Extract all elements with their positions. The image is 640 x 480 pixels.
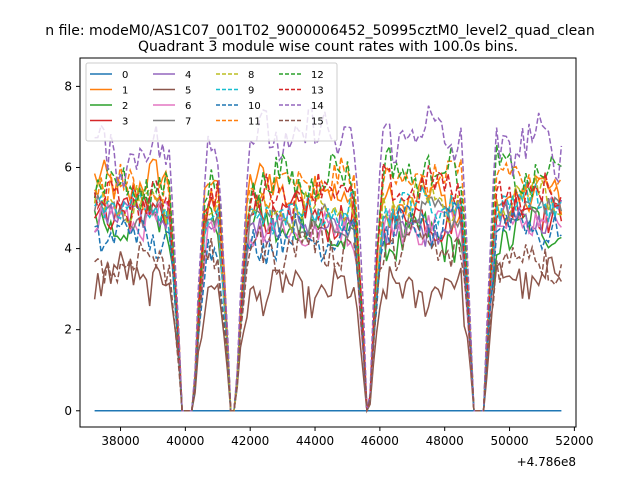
legend-label-12: 12 — [311, 70, 324, 81]
legend-label-10: 10 — [248, 101, 261, 112]
x-tick-label: 42000 — [231, 434, 269, 448]
axes: 38000 40000 42000 44000 46000 48000 50000 52000… — [64, 57, 593, 448]
x-tick-label: 44000 — [296, 434, 334, 448]
y-tick-label: 4 — [64, 242, 72, 256]
legend-label-7: 7 — [185, 117, 191, 128]
legend-box — [85, 62, 338, 142]
y-tick-label: 0 — [64, 404, 72, 418]
legend-label-0: 0 — [122, 70, 128, 81]
plot-area — [93, 105, 563, 414]
legend-label-9: 9 — [248, 86, 254, 97]
axes-frame — [79, 57, 577, 428]
legend-label-15: 15 — [311, 117, 324, 128]
y-tick-label: 8 — [64, 79, 72, 93]
x-tick-label: 52000 — [555, 434, 593, 448]
x-tick-label: 38000 — [101, 434, 139, 448]
legend-label-5: 5 — [185, 86, 191, 97]
legend-label-8: 8 — [248, 70, 254, 81]
series-line-9 — [94, 181, 562, 412]
y-tick-label: 6 — [64, 160, 72, 174]
legend-label-14: 14 — [311, 101, 324, 112]
series-line-15 — [94, 219, 563, 412]
figure-suptitle: n file: modeM0/AS1C07_001T02_9000006452_… — [45, 23, 594, 39]
legend-label-2: 2 — [122, 101, 128, 112]
legend-label-1: 1 — [122, 86, 128, 97]
x-offset-label: +4.786e8 — [517, 455, 576, 469]
legend-label-3: 3 — [122, 117, 128, 128]
legend-label-6: 6 — [185, 101, 191, 112]
legend-label-11: 11 — [248, 117, 261, 128]
legend-label-13: 13 — [311, 86, 324, 97]
y-tick-label: 2 — [64, 323, 72, 337]
chart-title: Quadrant 3 module wise count rates with … — [138, 39, 518, 55]
legend-label-4: 4 — [185, 70, 191, 81]
x-tick-label: 50000 — [490, 434, 528, 448]
x-tick-label: 48000 — [426, 434, 464, 448]
x-tick-label: 46000 — [361, 434, 399, 448]
x-tick-label: 40000 — [166, 434, 204, 448]
